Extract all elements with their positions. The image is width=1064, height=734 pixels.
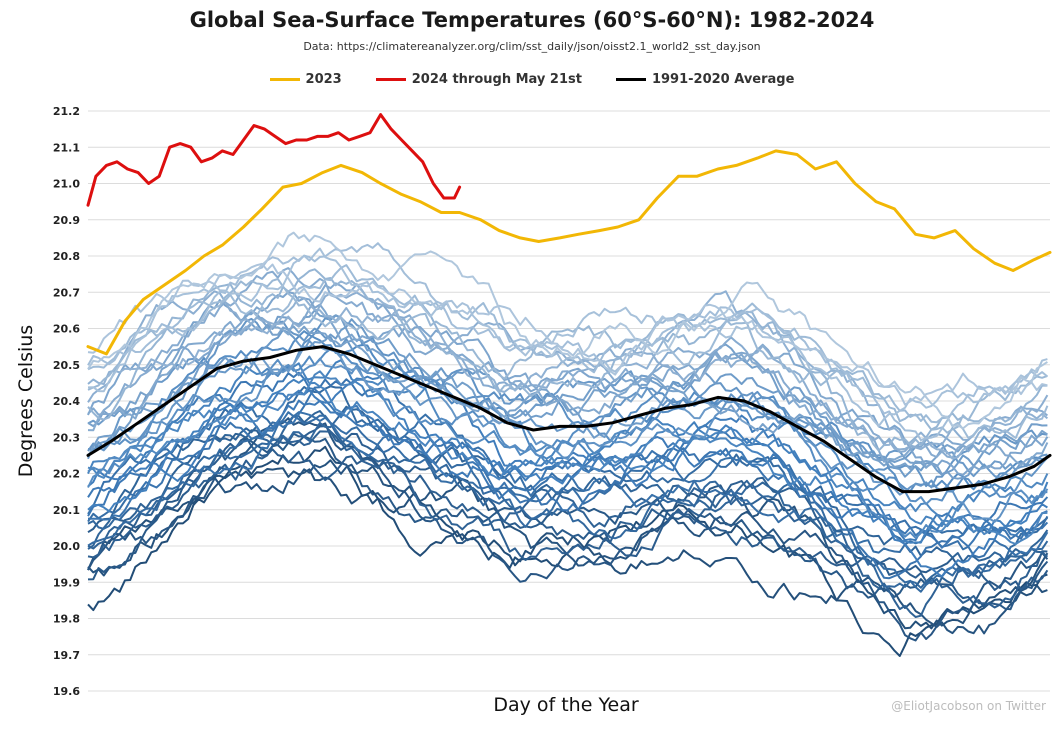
- chart-legend: 2023 2024 through May 21st 1991-2020 Ave…: [0, 72, 1064, 87]
- y-tick-label: 20.1: [53, 504, 80, 517]
- historical-year-line: [87, 329, 1048, 479]
- y-tick-label: 20.8: [53, 250, 80, 263]
- series-line-1991-2020: [86, 345, 1052, 494]
- historical-year-line: [87, 330, 1048, 493]
- historical-year-line: [87, 394, 1048, 542]
- historical-year-line: [87, 282, 1049, 467]
- legend-item-2023: 2023: [269, 72, 342, 87]
- credit-text: @EliotJacobson on Twitter: [891, 699, 1046, 713]
- y-tick-labels: 19.6 19.7 19.8 19.9 20.0 20.1 20.2 20.3 20.4 20.5…: [53, 105, 80, 698]
- y-tick-label: 20.6: [53, 323, 80, 336]
- y-tick-label: 20.4: [53, 395, 80, 408]
- y-tick-label: 20.9: [53, 214, 80, 227]
- y-tick-label: 21.1: [53, 141, 80, 154]
- y-tick-label: 20.5: [53, 359, 80, 372]
- series-line-2024: [86, 113, 462, 207]
- legend-label-average: 1991-2020 Average: [651, 72, 795, 87]
- historical-year-line: [87, 425, 1048, 609]
- y-tick-label: 19.8: [53, 613, 80, 626]
- y-tick-label: 21.0: [53, 178, 80, 191]
- y-tick-label: 19.7: [53, 649, 80, 662]
- historical-year-line: [87, 242, 1049, 442]
- y-tick-label: 19.9: [53, 576, 80, 589]
- historical-year-line: [87, 278, 1048, 434]
- historical-year-line: [87, 314, 1049, 523]
- legend-swatch-2023: [269, 78, 300, 81]
- series-lines: [86, 113, 1052, 494]
- legend-swatch-2024: [375, 78, 406, 81]
- historical-year-line: [87, 268, 1048, 452]
- historical-year-line: [87, 267, 1049, 459]
- historical-year-line: [87, 385, 1049, 593]
- legend-label-2024: 2024 through May 21st: [411, 72, 582, 87]
- historical-year-line: [87, 290, 1049, 451]
- historical-year-line: [87, 264, 1049, 439]
- series-line-2023: [86, 149, 1052, 356]
- chart-subtitle: Data: https://climatereanalyzer.org/clim…: [303, 40, 761, 53]
- y-axis-label: Degrees Celsius: [15, 324, 37, 478]
- historical-year-line: [87, 405, 1049, 589]
- y-tick-label: 20.0: [53, 540, 80, 553]
- historical-year-lines: [87, 231, 1049, 657]
- historical-year-line: [87, 231, 1048, 430]
- legend-item-2024: 2024 through May 21st: [375, 72, 582, 87]
- legend-swatch-average: [615, 78, 646, 81]
- chart-title: Global Sea-Surface Temperatures (60°S-60…: [189, 8, 875, 32]
- historical-year-line: [87, 378, 1049, 580]
- historical-year-line: [87, 467, 1048, 630]
- y-tick-label: 20.2: [53, 468, 80, 481]
- historical-year-line: [87, 417, 1049, 642]
- legend-label-2023: 2023: [305, 72, 342, 87]
- grid-lines: [88, 110, 1050, 692]
- y-tick-label: 21.2: [53, 105, 80, 118]
- historical-year-line: [87, 290, 1049, 460]
- y-tick-label: 20.7: [53, 286, 80, 299]
- y-tick-label: 20.3: [53, 431, 80, 444]
- historical-year-line: [87, 362, 1048, 528]
- legend-item-average: 1991-2020 Average: [615, 72, 795, 87]
- historical-year-line: [87, 247, 1048, 428]
- historical-year-line: [87, 410, 1049, 563]
- y-tick-label: 19.6: [53, 685, 80, 698]
- x-axis-label: Day of the Year: [493, 694, 639, 716]
